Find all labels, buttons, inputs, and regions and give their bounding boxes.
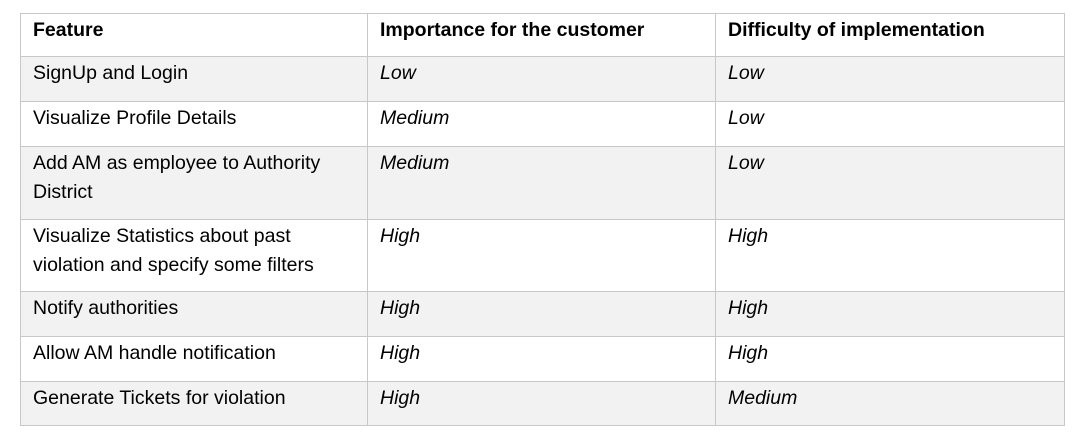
table-header-row: Feature Importance for the customer Diff…: [20, 13, 1065, 57]
feature-cell: Allow AM handle notification: [20, 336, 368, 382]
feature-cell: Generate Tickets for violation: [20, 381, 368, 426]
feature-cell: Add AM as employee to Authority District: [20, 146, 368, 220]
feature-cell: Visualize Statistics about past violatio…: [20, 219, 368, 292]
header-importance: Importance for the customer: [367, 13, 716, 57]
importance-cell: Medium: [367, 146, 716, 220]
table-row: Allow AM handle notification High High: [20, 336, 1065, 382]
importance-cell: High: [367, 219, 716, 292]
importance-cell: High: [367, 336, 716, 382]
difficulty-cell: Low: [715, 101, 1065, 147]
difficulty-cell: Low: [715, 56, 1065, 102]
importance-cell: Low: [367, 56, 716, 102]
feature-table: Feature Importance for the customer Diff…: [20, 13, 1065, 426]
importance-cell: Medium: [367, 101, 716, 147]
difficulty-cell: High: [715, 291, 1065, 337]
table-row: Generate Tickets for violation High Medi…: [20, 381, 1065, 426]
difficulty-cell: Low: [715, 146, 1065, 220]
table-row: Add AM as employee to Authority District…: [20, 146, 1065, 220]
feature-cell: Visualize Profile Details: [20, 101, 368, 147]
difficulty-cell: High: [715, 336, 1065, 382]
difficulty-cell: High: [715, 219, 1065, 292]
header-difficulty: Difficulty of implementation: [715, 13, 1065, 57]
importance-cell: High: [367, 291, 716, 337]
table-row: Visualize Profile Details Medium Low: [20, 101, 1065, 147]
difficulty-cell: Medium: [715, 381, 1065, 426]
importance-cell: High: [367, 381, 716, 426]
header-feature: Feature: [20, 13, 368, 57]
table-row: Visualize Statistics about past violatio…: [20, 219, 1065, 292]
table-row: SignUp and Login Low Low: [20, 56, 1065, 102]
table-row: Notify authorities High High: [20, 291, 1065, 337]
feature-cell: SignUp and Login: [20, 56, 368, 102]
feature-cell: Notify authorities: [20, 291, 368, 337]
